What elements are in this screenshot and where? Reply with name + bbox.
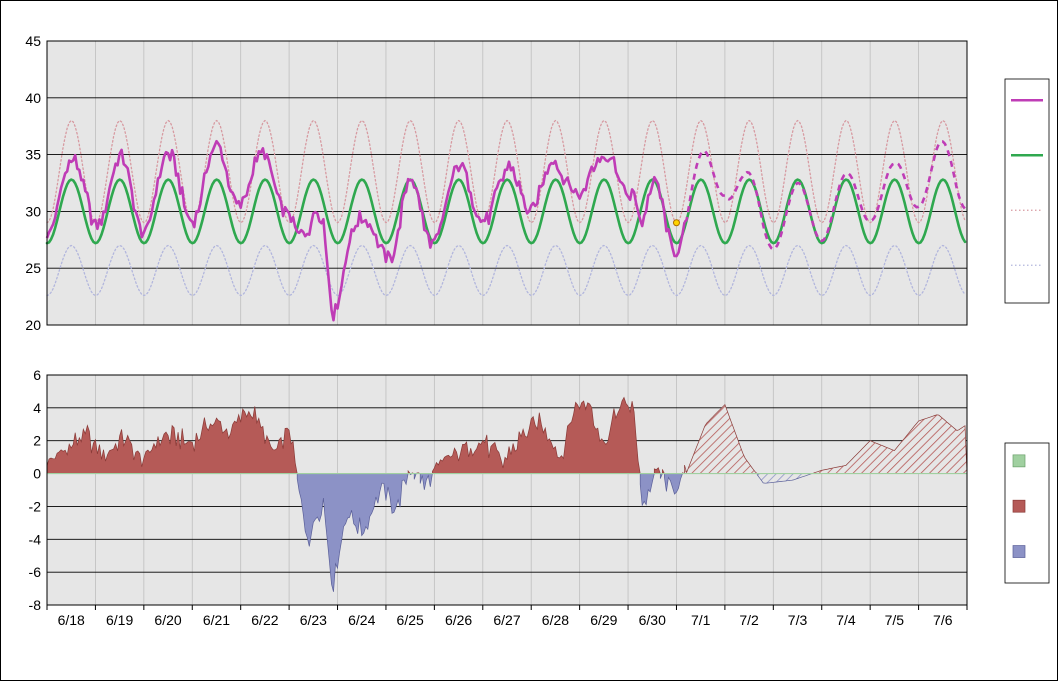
y-tick-label: 20 [25,317,41,333]
x-tick-label: 7/5 [885,612,905,628]
y-tick-label: 2 [33,433,41,449]
legend-box [1005,443,1049,583]
x-tick-label: 6/20 [154,612,181,628]
legend-swatch [1013,500,1025,512]
x-tick-label: 7/4 [836,612,856,628]
y-tick-label: 45 [25,33,41,49]
y-tick-label: -6 [29,564,42,580]
x-tick-label: 6/30 [639,612,666,628]
x-tick-label: 6/27 [493,612,520,628]
y-tick-label: -4 [29,531,42,547]
y-tick-label: 40 [25,90,41,106]
legend-box [1005,79,1049,303]
legend-swatch [1013,546,1025,558]
x-tick-label: 7/1 [691,612,711,628]
legend-swatch [1013,455,1025,467]
x-tick-label: 6/28 [542,612,569,628]
x-tick-label: 6/21 [203,612,230,628]
y-tick-label: 0 [33,466,41,482]
chart-container: 20 25 30 35 40 45 -8 -6 -4 -2 0 2 4 6 6/18 6/19 6/20 6/21… [0,0,1058,681]
y-tick-label: 6 [33,367,41,383]
x-tick-label: 6/23 [300,612,327,628]
x-tick-label: 7/2 [739,612,759,628]
y-tick-label: -8 [29,597,42,613]
x-tick-label: 6/22 [251,612,278,628]
x-tick-label: 6/24 [348,612,375,628]
y-tick-label: 25 [25,260,41,276]
y-tick-label: 35 [25,147,41,163]
x-tick-label: 6/19 [106,612,133,628]
chart-svg: 20 25 30 35 40 45 -8 -6 -4 -2 0 2 4 6 6/18 6/19 6/20 6/21… [1,1,1057,680]
y-tick-label: -2 [29,498,42,514]
x-tick-label: 7/6 [933,612,953,628]
x-tick-label: 6/18 [58,612,85,628]
y-tick-label: 4 [33,400,41,416]
x-tick-label: 6/25 [397,612,424,628]
y-tick-label: 30 [25,203,41,219]
x-tick-label: 7/3 [788,612,808,628]
x-tick-label: 6/26 [445,612,472,628]
current-marker [673,220,679,226]
x-tick-label: 6/29 [590,612,617,628]
